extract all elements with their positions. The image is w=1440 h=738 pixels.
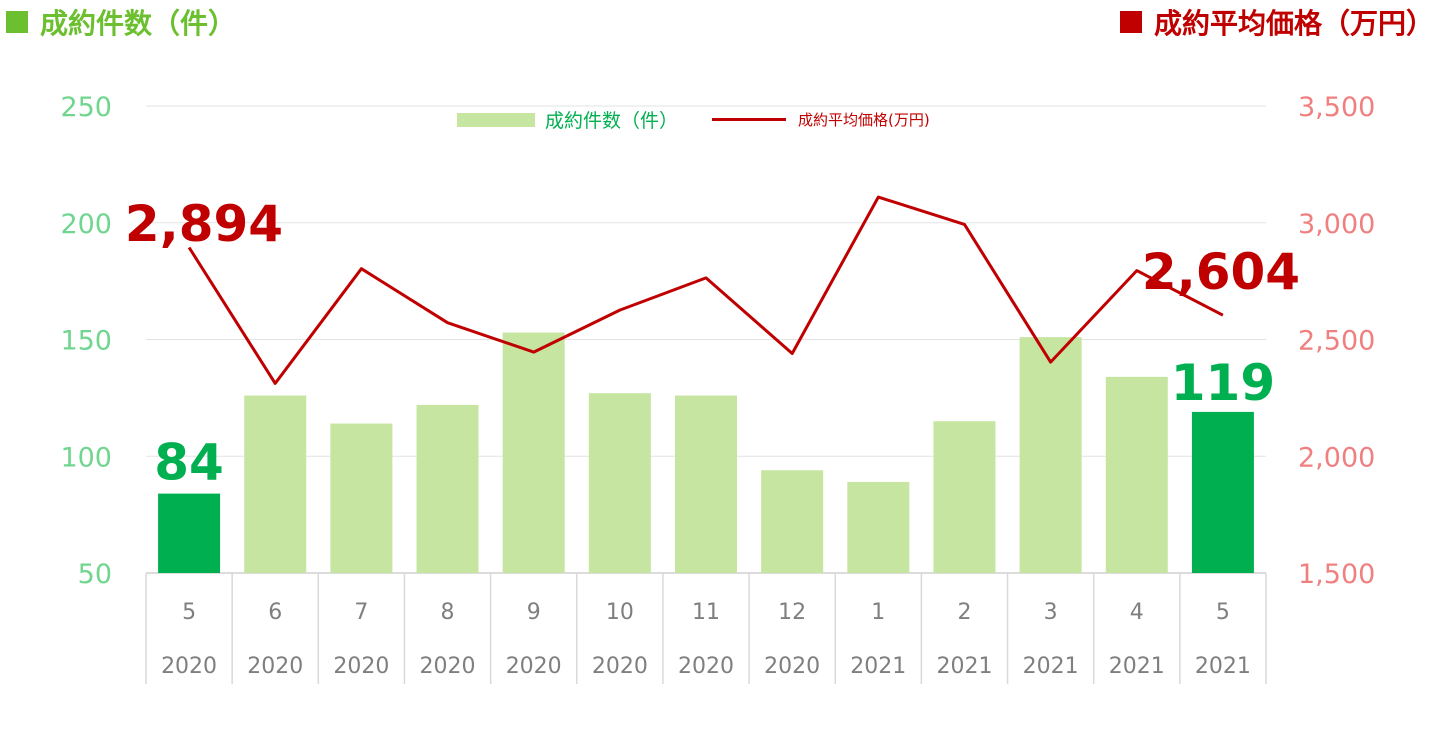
- x-tick-year: 2020: [592, 654, 648, 679]
- x-tick-month: 5: [1216, 600, 1230, 625]
- x-tick-month: 9: [527, 600, 541, 625]
- right-tick-label: 1,500: [1298, 559, 1375, 590]
- left-tick-label: 150: [60, 326, 112, 357]
- bar-highlight: [158, 493, 221, 573]
- left-tick-label: 250: [60, 92, 112, 123]
- legend-bar-label: 成約件数（件）: [545, 110, 679, 132]
- x-tick-year: 2020: [333, 654, 389, 679]
- left-tick-label: 100: [60, 442, 112, 473]
- x-tick-month: 1: [871, 600, 885, 625]
- left-axis-title: 成約件数（件）: [40, 7, 237, 40]
- x-tick-month: 4: [1130, 600, 1144, 625]
- x-tick-year: 2021: [936, 654, 992, 679]
- x-tick-year: 2021: [1023, 654, 1079, 679]
- x-tick-month: 12: [778, 600, 806, 625]
- x-tick-year: 2021: [1109, 654, 1165, 679]
- left-axis-header: 成約件数（件）: [6, 2, 236, 42]
- x-tick-month: 2: [957, 600, 971, 625]
- right-header-square-icon: [1119, 11, 1142, 33]
- right-tick-label: 3,500: [1298, 92, 1375, 123]
- x-tick-month: 8: [441, 600, 455, 625]
- x-tick-year: 2020: [764, 654, 820, 679]
- bar: [244, 395, 307, 573]
- right-axis-header: 成約平均価格（万円）: [1119, 2, 1434, 42]
- bar: [588, 393, 651, 573]
- x-tick-year: 2020: [247, 654, 303, 679]
- right-tick-label: 2,500: [1298, 326, 1375, 357]
- line-data-label-last: 2,604: [1142, 243, 1300, 301]
- right-axis-title: 成約平均価格（万円）: [1153, 7, 1434, 40]
- x-tick-year: 2021: [850, 654, 906, 679]
- x-tick-year: 2021: [1195, 654, 1251, 679]
- x-tick-month: 3: [1044, 600, 1058, 625]
- bar-data-label-last: 119: [1171, 354, 1275, 412]
- x-tick-year: 2020: [161, 654, 217, 679]
- bar-highlight: [1191, 411, 1254, 573]
- left-header-square-icon: [6, 11, 28, 33]
- x-tick-year: 2020: [420, 654, 476, 679]
- right-tick-label: 2,000: [1298, 442, 1375, 473]
- x-tick-month: 7: [354, 600, 368, 625]
- left-tick-label: 200: [60, 209, 112, 240]
- bar: [761, 470, 824, 573]
- left-tick-label: 50: [78, 559, 112, 590]
- legend: 成約件数（件） 成約平均価格(万円): [457, 106, 930, 133]
- price-line-series: [187, 195, 1224, 385]
- bar: [502, 332, 565, 573]
- legend-line-swatch: [712, 118, 787, 121]
- bar: [416, 404, 479, 573]
- line-data-label-first: 2,894: [125, 195, 283, 253]
- x-tick-month: 10: [606, 600, 634, 625]
- x-tick-month: 11: [692, 600, 720, 625]
- x-tick-year: 2020: [678, 654, 734, 679]
- x-tick-year: 2020: [506, 654, 562, 679]
- legend-bar-swatch: [457, 112, 535, 127]
- bar-data-label-first: 84: [154, 434, 224, 492]
- bar: [330, 423, 393, 573]
- right-tick-label: 3,000: [1298, 209, 1375, 240]
- x-tick-month: 6: [268, 600, 282, 625]
- x-tick-month: 5: [182, 600, 196, 625]
- bar: [675, 395, 737, 573]
- bar: [1019, 337, 1082, 573]
- bar: [847, 481, 910, 573]
- bar: [933, 421, 996, 573]
- bar: [1105, 376, 1168, 573]
- legend-line-label: 成約平均価格(万円): [798, 111, 930, 129]
